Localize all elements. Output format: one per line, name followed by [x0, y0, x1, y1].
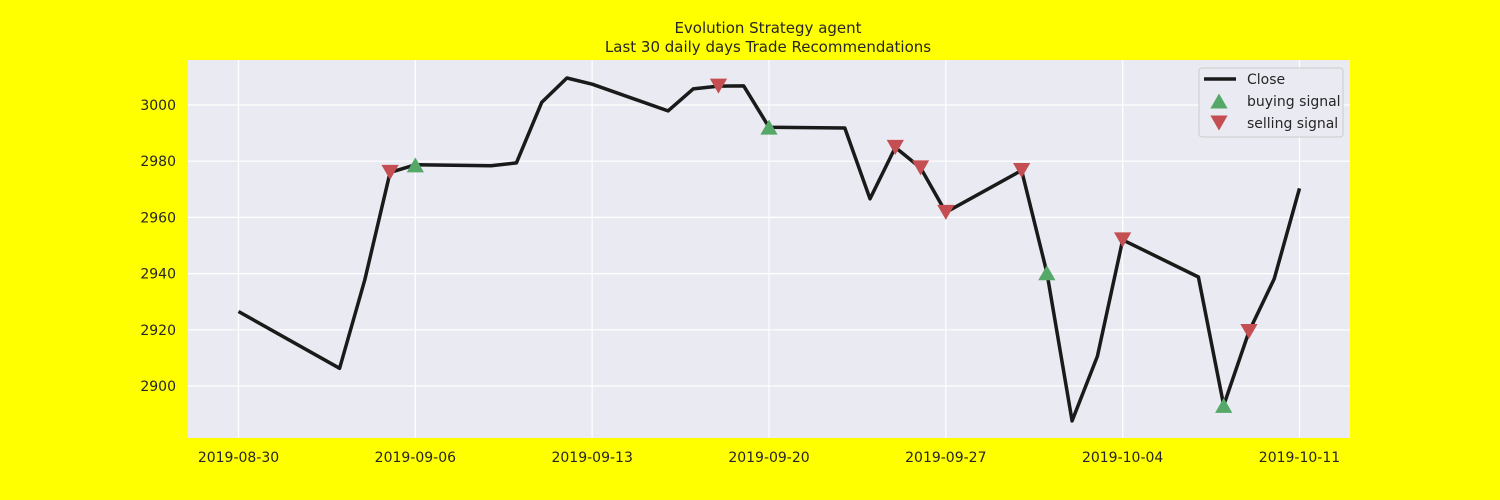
- x-tick-label: 2019-09-20: [728, 450, 809, 466]
- sell-signal-marker: [937, 204, 955, 220]
- buy-signal-marker: [406, 157, 424, 173]
- signal-markers: [381, 78, 1258, 413]
- sell-signal-marker: [886, 139, 904, 155]
- x-tick-label: 2019-09-06: [375, 450, 456, 466]
- x-tick-label: 2019-09-27: [905, 450, 986, 466]
- sell-signal-marker: [1114, 232, 1132, 248]
- legend: Close buying signal selling signal: [1198, 67, 1344, 138]
- series-line-close: [237, 76, 1302, 423]
- legend-label-buy: buying signal: [1247, 94, 1341, 110]
- y-tick-label: 2940: [140, 267, 176, 283]
- x-tick-label: 2019-10-11: [1259, 450, 1340, 466]
- sell-signal-marker: [1240, 323, 1258, 339]
- x-tick-label: 2019-10-04: [1082, 450, 1163, 466]
- grid: [188, 60, 1350, 438]
- legend-swatch-sell: [1210, 115, 1228, 131]
- chart-title: Evolution Strategy agent: [674, 19, 861, 37]
- x-tick-label: 2019-09-13: [551, 450, 632, 466]
- y-tick-label: 2960: [140, 210, 176, 226]
- sell-signal-marker: [381, 164, 399, 180]
- sell-signal-marker: [911, 160, 930, 176]
- y-tick-label: 2920: [140, 323, 176, 339]
- buy-signal-marker: [1215, 397, 1233, 413]
- legend-label-sell: selling signal: [1247, 116, 1338, 132]
- axis-ticks: 2019-08-30 2019-09-06 2019-09-13 2019-09-20…: [140, 98, 1340, 466]
- sell-signal-marker: [1012, 162, 1031, 178]
- legend-label-close: Close: [1247, 72, 1285, 88]
- y-tick-label: 2980: [140, 154, 176, 170]
- series-layer: [237, 76, 1302, 423]
- x-tick-label: 2019-08-30: [198, 450, 279, 466]
- chart-subtitle: Last 30 daily days Trade Recommendations: [605, 38, 931, 56]
- sell-signal-marker: [709, 78, 728, 94]
- legend-swatch-buy: [1210, 93, 1228, 109]
- buy-signal-marker: [760, 119, 778, 135]
- y-tick-label: 2900: [140, 379, 176, 395]
- legend-box: [1198, 67, 1344, 138]
- y-tick-label: 3000: [140, 98, 176, 114]
- buy-signal-marker: [1038, 265, 1056, 281]
